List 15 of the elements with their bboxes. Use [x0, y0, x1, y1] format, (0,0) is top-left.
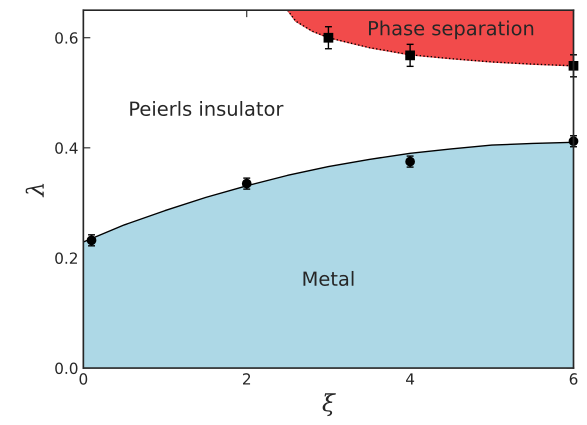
annotation: Metal	[303, 270, 354, 286]
annotation: Peierls insulator	[130, 100, 284, 116]
y-tick-label: 0.2	[55, 252, 77, 264]
x-tick-label: 6	[570, 373, 578, 385]
point	[324, 32, 334, 43]
y-tick-label: 0.6	[55, 32, 78, 44]
point	[405, 50, 415, 60]
annotation: Phase separation	[369, 20, 534, 40]
x-axis-title: ξ	[322, 393, 336, 416]
y-tick-label: 0.4	[55, 142, 78, 154]
y-tick-label: 0.0	[55, 362, 78, 374]
x-tick-label: 4	[406, 373, 414, 385]
x-tick-label: 2	[242, 373, 250, 385]
x-tick-label: 0	[80, 373, 88, 385]
y-axis-title: λ	[26, 184, 44, 198]
